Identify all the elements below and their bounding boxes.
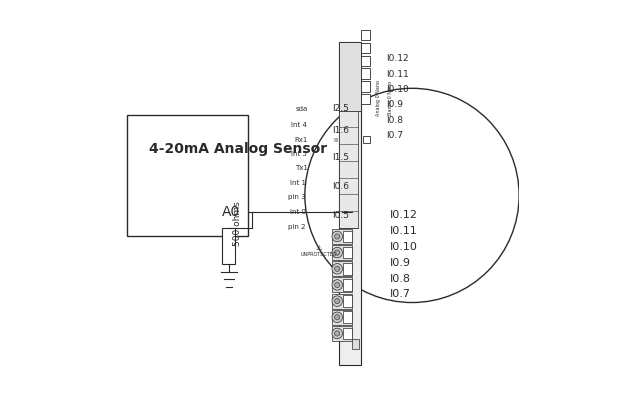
Text: I0.11: I0.11 <box>390 226 418 236</box>
Text: I0.10: I0.10 <box>390 242 418 252</box>
Text: Analog 0 Nano: Analog 0 Nano <box>377 81 381 116</box>
Circle shape <box>335 298 340 304</box>
Text: I1.6: I1.6 <box>332 126 349 135</box>
Text: UNPROTECTED: UNPROTECTED <box>301 252 337 256</box>
Text: Banco 0 Nano: Banco 0 Nano <box>387 81 392 116</box>
Circle shape <box>305 88 519 302</box>
Text: 500 ohms: 500 ohms <box>233 201 242 246</box>
Circle shape <box>335 315 340 320</box>
Bar <box>361 30 370 40</box>
Text: Int 5: Int 5 <box>290 151 306 157</box>
Text: Rx1: Rx1 <box>295 137 308 142</box>
Bar <box>343 311 352 323</box>
Text: Tx1: Tx1 <box>295 165 308 171</box>
Bar <box>352 339 359 349</box>
Circle shape <box>335 250 340 255</box>
Text: I0.10: I0.10 <box>385 85 408 94</box>
Bar <box>361 43 370 53</box>
Text: I0.9: I0.9 <box>385 101 403 109</box>
Circle shape <box>332 296 342 306</box>
Circle shape <box>335 266 340 271</box>
Bar <box>361 81 370 92</box>
Bar <box>343 279 352 291</box>
Text: I0.8: I0.8 <box>390 274 411 284</box>
Text: A0: A0 <box>222 205 240 219</box>
Text: ⚠: ⚠ <box>316 245 322 251</box>
Bar <box>339 42 361 365</box>
Circle shape <box>335 234 340 239</box>
Circle shape <box>332 312 342 322</box>
Bar <box>343 247 352 258</box>
Text: I0.7: I0.7 <box>385 131 403 140</box>
Text: Int 4: Int 4 <box>290 122 306 128</box>
Bar <box>339 111 358 228</box>
Text: Int 1: Int 1 <box>290 180 306 186</box>
Circle shape <box>332 280 342 290</box>
Circle shape <box>332 231 342 242</box>
Bar <box>332 326 352 341</box>
Text: I0.9: I0.9 <box>390 258 411 267</box>
Bar <box>343 295 352 307</box>
Text: I0.6: I0.6 <box>332 182 349 190</box>
Circle shape <box>335 282 340 288</box>
Bar <box>127 115 249 236</box>
Text: sda: sda <box>296 105 308 112</box>
Bar <box>332 261 352 276</box>
Circle shape <box>332 328 342 339</box>
Text: I0.7: I0.7 <box>390 289 411 300</box>
Text: 4-20mA Analog Sensor: 4-20mA Analog Sensor <box>149 142 327 155</box>
Text: I1.5: I1.5 <box>332 153 349 162</box>
Bar <box>223 228 235 264</box>
Bar <box>332 245 352 260</box>
Text: I0.5: I0.5 <box>332 211 349 220</box>
Text: I0.12: I0.12 <box>385 54 408 63</box>
Bar <box>343 328 352 339</box>
Bar <box>363 136 370 143</box>
Text: I0.11: I0.11 <box>385 70 408 79</box>
Bar <box>332 278 352 292</box>
Text: I2.5: I2.5 <box>332 104 349 113</box>
Bar <box>343 263 352 275</box>
Text: Int 0: Int 0 <box>290 209 306 215</box>
Text: I0.12: I0.12 <box>390 210 418 220</box>
Bar <box>361 68 370 79</box>
Bar <box>332 229 352 244</box>
Bar <box>361 94 370 105</box>
Text: I0.8: I0.8 <box>385 116 403 125</box>
Bar <box>332 293 352 309</box>
Bar <box>361 55 370 66</box>
Bar <box>343 231 352 242</box>
Circle shape <box>335 331 340 336</box>
Text: pin 3: pin 3 <box>288 195 306 200</box>
Bar <box>339 42 361 111</box>
Circle shape <box>332 247 342 258</box>
Text: g: g <box>334 137 338 142</box>
Circle shape <box>332 263 342 274</box>
Text: pin 2: pin 2 <box>288 224 306 230</box>
Bar <box>332 310 352 325</box>
